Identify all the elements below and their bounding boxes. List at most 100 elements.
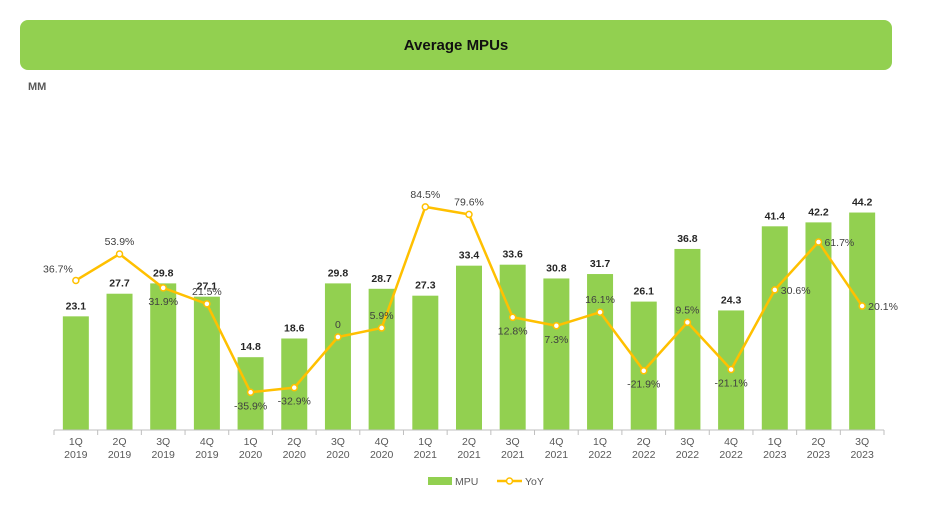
bar-value-label: 27.3 <box>415 280 436 292</box>
yoy-point <box>465 210 473 219</box>
x-tick-label-quarter: 1Q <box>244 436 258 448</box>
x-tick-label-year: 2023 <box>763 449 787 461</box>
x-tick-label-quarter: 2Q <box>287 436 301 448</box>
yoy-point <box>727 365 735 374</box>
x-tick-label-year: 2023 <box>850 449 874 461</box>
x-tick-label-quarter: 3Q <box>506 436 520 448</box>
yoy-value-label: 20.1% <box>868 301 898 313</box>
x-tick-label-quarter: 1Q <box>768 436 782 448</box>
bar-value-label: 23.1 <box>66 300 87 312</box>
bar-mpu <box>368 288 395 430</box>
x-tick-label-year: 2022 <box>632 449 656 461</box>
bar-mpu <box>456 265 482 430</box>
bar-mpu <box>193 296 220 430</box>
bar-mpu <box>499 264 526 430</box>
yoy-value-label: -21.1% <box>714 377 747 389</box>
bar-mpu <box>543 278 570 430</box>
bar-value-label: 44.2 <box>852 197 873 209</box>
yoy-point <box>814 238 823 246</box>
bar-mpu <box>62 316 89 430</box>
bar-mpu <box>150 283 177 430</box>
yoy-point <box>72 276 80 285</box>
x-tick-label-year: 2022 <box>676 449 700 461</box>
yoy-point <box>290 383 299 392</box>
x-tick-label-quarter: 2Q <box>811 436 825 448</box>
bar-value-label: 24.3 <box>721 294 742 306</box>
bar-mpu <box>324 283 351 430</box>
x-tick-label-year: 2022 <box>719 449 743 461</box>
x-tick-label-quarter: 4Q <box>549 436 563 448</box>
yoy-point <box>552 322 561 330</box>
yoy-point <box>115 250 124 258</box>
bar-value-label: 29.8 <box>153 267 174 279</box>
x-tick-label-quarter: 4Q <box>375 436 389 448</box>
bar-value-label: 33.6 <box>502 249 523 261</box>
yoy-value-label: 7.3% <box>544 334 568 346</box>
x-tick-label-quarter: 1Q <box>69 436 83 448</box>
chart-title: Average MPUs <box>403 36 509 54</box>
yoy-point <box>596 308 604 316</box>
legend-label-yoy: YoY <box>525 476 544 488</box>
legend-swatch-mpu <box>428 477 452 485</box>
bar-mpu <box>630 301 657 430</box>
bar-value-label: 14.8 <box>240 341 261 353</box>
x-tick-label-year: 2019 <box>64 449 88 461</box>
yoy-value-label: 36.7% <box>43 263 73 275</box>
x-tick-label-quarter: 4Q <box>200 436 214 448</box>
legend-label-mpu: MPU <box>455 476 478 488</box>
bar-value-label: 29.8 <box>328 267 349 279</box>
x-tick-label-quarter: 2Q <box>113 436 127 448</box>
x-tick-label-year: 2021 <box>414 449 438 461</box>
x-tick-label-quarter: 3Q <box>156 436 170 448</box>
yoy-value-label: 9.5% <box>675 304 699 316</box>
bar-mpu <box>761 226 788 430</box>
unit-label: MM <box>28 81 47 93</box>
x-tick-label-year: 2020 <box>283 449 307 461</box>
bar-value-label: 31.7 <box>590 258 611 270</box>
bar-mpu <box>849 212 876 430</box>
x-tick-label-quarter: 3Q <box>680 436 694 448</box>
chart-title-bar: Average MPUs <box>20 20 892 70</box>
bar-value-label: 28.7 <box>371 273 392 285</box>
bar-value-label: 18.6 <box>284 322 305 334</box>
x-tick-label-year: 2019 <box>108 449 132 461</box>
bar-mpu <box>587 274 614 430</box>
yoy-point <box>246 388 255 397</box>
x-tick-label-quarter: 4Q <box>724 436 738 448</box>
yoy-value-label: 84.5% <box>410 189 440 201</box>
yoy-point <box>508 313 517 322</box>
yoy-point <box>771 286 779 294</box>
x-tick-label-quarter: 3Q <box>855 436 869 448</box>
yoy-point <box>334 333 342 341</box>
x-tick-label-year: 2019 <box>152 449 176 461</box>
x-tick-label-quarter: 1Q <box>593 436 607 448</box>
bar-value-label: 30.8 <box>546 262 567 274</box>
x-tick-label-quarter: 2Q <box>462 436 476 448</box>
x-tick-label-year: 2021 <box>545 449 569 461</box>
yoy-value-label: 21.5% <box>192 286 222 298</box>
x-tick-label-year: 2023 <box>807 449 831 461</box>
yoy-value-label: 61.7% <box>824 237 854 249</box>
bar-value-label: 33.4 <box>459 250 480 262</box>
yoy-point <box>639 366 648 375</box>
x-tick-label-year: 2020 <box>370 449 394 461</box>
bar-value-label: 27.1 <box>197 281 218 293</box>
yoy-point <box>683 318 692 327</box>
x-tick-label-year: 2021 <box>501 449 525 461</box>
yoy-point <box>421 203 430 211</box>
yoy-value-label: 16.1% <box>585 294 615 306</box>
bar-value-label: 41.4 <box>765 210 786 222</box>
bar-mpu <box>106 293 133 430</box>
bar-mpu <box>412 295 439 430</box>
yoy-value-label: -35.9% <box>234 400 267 412</box>
bar-value-label: 27.7 <box>109 278 130 290</box>
yoy-value-label: 12.8% <box>498 325 528 337</box>
x-tick-label-quarter: 3Q <box>331 436 345 448</box>
x-tick-label-year: 2020 <box>239 449 263 461</box>
yoy-value-label: 31.9% <box>148 296 178 308</box>
yoy-point <box>377 324 386 332</box>
yoy-point <box>203 300 211 308</box>
yoy-value-label: 0 <box>335 319 341 331</box>
yoy-value-label: -32.9% <box>278 396 311 408</box>
bar-value-label: 26.1 <box>634 286 655 298</box>
